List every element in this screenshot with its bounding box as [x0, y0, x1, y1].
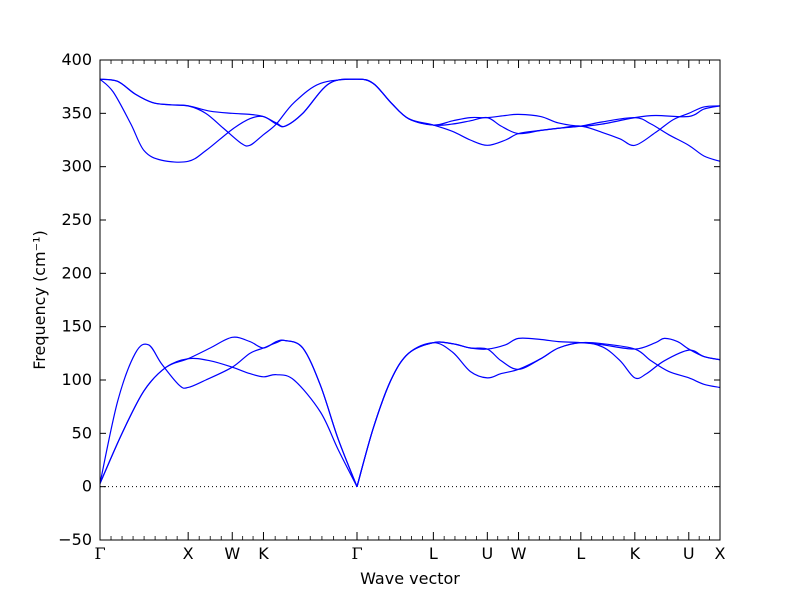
x-tick-label: W	[224, 544, 240, 563]
y-tick-label: 400	[61, 50, 92, 69]
x-tick-label: X	[183, 544, 194, 563]
y-tick-label: 300	[61, 157, 92, 176]
x-tick-label: L	[429, 544, 438, 563]
x-tick-label: Γ	[351, 544, 362, 563]
y-axis-label: Frequency (cm⁻¹)	[30, 230, 49, 369]
x-tick-label: W	[511, 544, 527, 563]
x-tick-label: K	[258, 544, 269, 563]
band-line-9	[99, 78, 721, 163]
minor-x-tick-layer	[110, 60, 710, 540]
y-tick-label: 50	[72, 423, 92, 442]
y-tick-label: 0	[82, 477, 92, 496]
band-line-3	[99, 336, 358, 487]
plot-frame	[99, 59, 721, 541]
x-tick-label: U	[683, 544, 695, 563]
x-tick-label: K	[630, 544, 641, 563]
y-tick-label: 350	[61, 103, 92, 122]
x-axis-label: Wave vector	[360, 569, 460, 588]
band-line-6	[356, 341, 721, 487]
x-tick-label: X	[715, 544, 726, 563]
x-tick-label: L	[576, 544, 585, 563]
x-tick-label: U	[481, 544, 493, 563]
y-tick-label: 150	[61, 317, 92, 336]
y-tick-label: −50	[58, 530, 92, 549]
y-tick-layer: −50 0 50 100 150 200 250 300 350 400	[58, 50, 720, 549]
plot-background	[100, 60, 720, 540]
x-tick-label: Γ	[94, 544, 105, 563]
series-layer	[99, 78, 721, 487]
y-tick-label: 100	[61, 370, 92, 389]
y-tick-label: 200	[61, 263, 92, 282]
y-tick-label: 250	[61, 210, 92, 229]
